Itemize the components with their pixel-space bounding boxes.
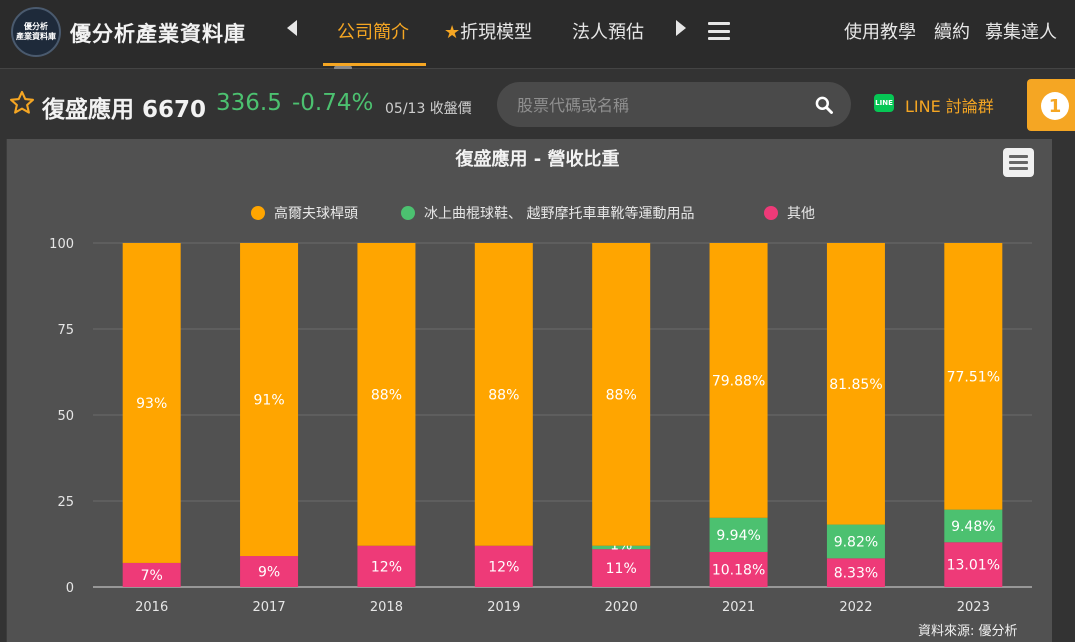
legend-label: 冰上曲棍球鞋、 越野摩托車車靴等運動用品: [424, 205, 694, 222]
data-label: 79.88%: [712, 373, 765, 389]
legend-marker: [251, 206, 265, 220]
bar-segment: [592, 549, 651, 587]
bar-segment: [709, 517, 768, 552]
stock-price: 336.5: [216, 90, 282, 116]
data-label: 88%: [606, 387, 637, 403]
data-label: 9.48%: [951, 519, 995, 535]
bar-segment: [709, 551, 768, 587]
bar-segment: [944, 542, 1003, 587]
data-label: 12%: [371, 559, 402, 575]
bar-segment: [240, 556, 299, 587]
x-tick-label: 2023: [957, 600, 990, 615]
star-icon: ★: [444, 22, 461, 43]
legend-label: 其他: [787, 206, 815, 222]
active-tab-indicator: [323, 63, 426, 66]
x-tick-label: 2020: [605, 600, 638, 615]
data-label: 8.33%: [834, 566, 878, 582]
data-label: 13.01%: [947, 558, 1000, 574]
bar-segment: [357, 243, 416, 546]
legend-marker: [764, 206, 778, 220]
data-label: 81.85%: [829, 377, 882, 393]
x-tick-label: 2022: [839, 600, 872, 615]
logo-text-line1: 優分析: [24, 22, 48, 31]
bar-segment: [826, 243, 885, 525]
x-tick-label: 2016: [135, 600, 168, 615]
data-label: 11%: [606, 561, 637, 577]
data-label: 9%: [258, 565, 280, 581]
bar-segment: [944, 243, 1003, 510]
tab-company-profile[interactable]: 公司簡介: [337, 22, 409, 43]
x-tick-label: 2018: [370, 600, 403, 615]
chart-title: 復盛應用 - 營收比重: [455, 149, 620, 170]
logo-text-line2: 產業資料庫: [16, 32, 56, 41]
recruit-link[interactable]: 募集達人: [985, 22, 1057, 43]
y-tick-label: 0: [66, 581, 74, 596]
bar-segment: [826, 558, 885, 587]
legend-marker: [401, 206, 415, 220]
favorite-star-icon[interactable]: [8, 89, 36, 117]
data-label: 7%: [141, 568, 163, 584]
data-label: 91%: [254, 393, 285, 409]
chart-export-menu-icon[interactable]: [1003, 148, 1034, 177]
data-label: 9.82%: [834, 534, 878, 550]
tab-dcf-model-label: 折現模型: [460, 22, 533, 43]
data-label: 93%: [136, 396, 167, 412]
bar-segment: [709, 243, 768, 518]
x-tick-label: 2021: [722, 600, 755, 615]
renew-link[interactable]: 續約: [934, 22, 970, 43]
x-tick-label: 2017: [253, 600, 286, 615]
nav-scroll-indicator[interactable]: [334, 66, 352, 70]
top-navigation-bar: [0, 0, 1075, 69]
data-label: 10.18%: [712, 562, 765, 578]
nav-next-arrow-icon[interactable]: [676, 20, 686, 36]
bar-segment: [592, 243, 651, 546]
data-label: 88%: [371, 387, 402, 403]
data-label: 12%: [488, 559, 519, 575]
y-tick-label: 75: [57, 323, 74, 338]
bar-segment: [122, 562, 181, 587]
data-label: 88%: [488, 387, 519, 403]
bar-segment: [357, 545, 416, 587]
bar-segment: [474, 243, 533, 546]
site-logo[interactable]: 優分析 產業資料庫: [11, 7, 61, 57]
data-label: 77.51%: [947, 369, 1000, 385]
y-tick-label: 100: [49, 237, 74, 252]
bar-segment: [474, 545, 533, 587]
hamburger-menu-icon[interactable]: [708, 22, 730, 40]
x-tick-label: 2019: [487, 600, 520, 615]
stock-change-percent: -0.74%: [292, 90, 374, 116]
data-label: 9.94%: [716, 528, 760, 544]
tutorial-link[interactable]: 使用教學: [844, 22, 916, 43]
site-title[interactable]: 優分析產業資料庫: [70, 22, 246, 46]
bar-segment: [826, 524, 885, 559]
bar-segment: [592, 545, 651, 550]
y-tick-label: 25: [57, 495, 74, 510]
y-tick-label: 50: [57, 409, 74, 424]
bar-segment: [240, 243, 299, 557]
bar-segment: [944, 509, 1003, 543]
stock-search-input[interactable]: [515, 92, 799, 118]
stock-price-date: 05/13 收盤價: [385, 101, 472, 117]
line-discussion-group-link[interactable]: LINE 討論群: [905, 97, 994, 116]
tab-dcf-model[interactable]: ★折現模型: [444, 18, 532, 44]
search-icon[interactable]: [814, 95, 834, 115]
stock-name-code: 復盛應用 6670: [42, 97, 207, 123]
bar-segment: [122, 243, 181, 563]
line-app-icon[interactable]: LINE: [874, 94, 894, 112]
nav-prev-arrow-icon[interactable]: [287, 20, 297, 36]
legend-label: 高爾夫球桿頭: [274, 205, 358, 222]
chart-source-note: 資料來源: 優分析: [918, 624, 1018, 639]
notification-count-badge[interactable]: 1: [1041, 92, 1069, 120]
tab-institutional-forecast[interactable]: 法人預估: [572, 22, 644, 43]
